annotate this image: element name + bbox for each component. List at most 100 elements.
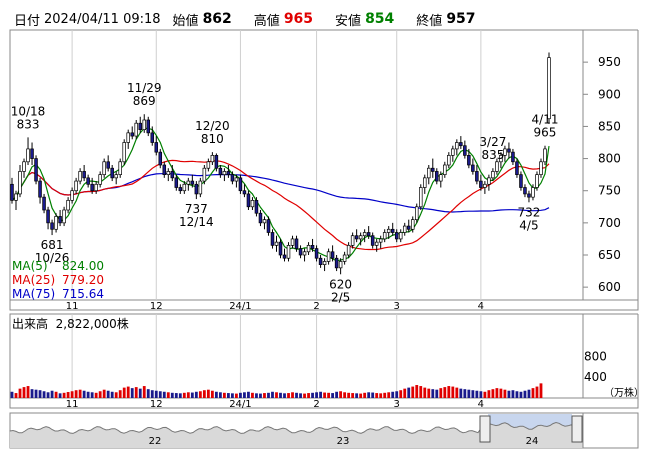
grid-lines — [71, 30, 482, 398]
volume-bar — [267, 392, 270, 398]
candle — [246, 190, 251, 210]
volume-bar — [198, 391, 202, 398]
y-tick-label: 850 — [598, 119, 621, 133]
volume-bar — [407, 387, 411, 398]
candle — [487, 174, 491, 191]
candle-body — [543, 148, 547, 163]
candle — [74, 177, 78, 194]
candle-body — [282, 254, 287, 259]
volume-bar — [503, 389, 507, 398]
volume-bar — [471, 390, 475, 398]
x-tick-label-vol: 24/1 — [229, 399, 251, 410]
volume-bar — [351, 393, 355, 398]
candle-body — [346, 245, 351, 256]
volume-bar — [451, 386, 455, 398]
volume-bar — [138, 388, 142, 398]
candle-body — [126, 132, 130, 143]
close-value: 957 — [446, 11, 476, 27]
candle-body — [22, 161, 26, 172]
volume-bar — [50, 390, 54, 398]
candle — [495, 158, 499, 175]
navigator[interactable]: 22 23 24 — [9, 412, 639, 449]
ma25-line — [11, 159, 550, 251]
candle — [499, 152, 503, 169]
volume-bar — [26, 386, 30, 398]
candle-body — [354, 235, 359, 240]
candle — [238, 174, 243, 194]
candle-body — [366, 232, 371, 237]
x-tick-label-vol: 11 — [66, 399, 79, 410]
candle-body — [398, 232, 403, 240]
candle — [543, 145, 547, 165]
navigator-left-handle[interactable] — [479, 415, 491, 443]
candle — [471, 158, 475, 175]
candle-body — [74, 180, 78, 192]
candle — [290, 235, 295, 249]
volume-bar — [303, 393, 306, 398]
volume-bar — [439, 388, 443, 398]
candle-body — [130, 132, 134, 137]
high-value: 965 — [283, 11, 314, 27]
candle — [66, 197, 70, 214]
candle-body — [511, 151, 515, 163]
candle — [166, 168, 171, 182]
candle — [410, 216, 415, 233]
candle — [18, 165, 22, 198]
candle — [14, 190, 18, 210]
volume-bar — [22, 387, 26, 398]
annotation-date: 11/29 — [127, 81, 162, 95]
candle-body — [390, 228, 395, 233]
candle — [306, 242, 311, 255]
volume-bar — [210, 390, 214, 398]
annotation-price: 835 — [481, 148, 504, 162]
candle — [218, 165, 223, 178]
volume-bar — [399, 390, 403, 398]
candle — [354, 229, 359, 243]
candle-body — [142, 119, 146, 130]
candle-body — [202, 167, 207, 182]
volume-bar — [142, 386, 146, 398]
candle-body — [298, 248, 303, 256]
datetime-value: 2024/04/11 09:18 — [44, 11, 161, 27]
ma-legend-item: MA(25) 779.20 — [12, 273, 104, 287]
candle-body — [174, 177, 179, 188]
close-label: 終値 — [416, 13, 443, 29]
open-value: 862 — [202, 11, 232, 27]
volume-bar — [311, 392, 314, 398]
candle — [398, 229, 403, 243]
navigator-side — [582, 412, 639, 449]
candle — [447, 152, 451, 169]
candle — [491, 168, 495, 182]
volume-bar — [54, 391, 58, 398]
candle-body — [290, 238, 295, 246]
candle — [539, 158, 543, 178]
navigator-right-handle[interactable] — [571, 415, 583, 443]
candle — [94, 181, 98, 194]
volume-bar — [507, 390, 511, 398]
volume-bar — [227, 393, 230, 398]
volume-bar — [479, 391, 483, 398]
volume-bar — [435, 389, 439, 398]
candle-body — [370, 235, 375, 246]
volume-bar — [315, 392, 318, 398]
candle-body — [54, 216, 58, 230]
volume-bar — [255, 393, 258, 398]
volume-bar — [295, 392, 298, 398]
volume-bar — [102, 389, 106, 398]
volume-bar — [387, 392, 391, 398]
candle-body — [66, 200, 70, 211]
volume-bar — [202, 390, 206, 398]
candle-body — [230, 174, 235, 182]
volume-bar — [335, 391, 339, 398]
candle-body — [306, 245, 311, 253]
navigator-year-label: 24 — [526, 436, 539, 447]
volume-bar — [415, 385, 419, 398]
candle-body — [350, 235, 355, 246]
volume-bar — [339, 391, 343, 398]
volume-bar — [70, 391, 74, 398]
candle-body — [523, 187, 527, 195]
candle-body — [463, 145, 467, 156]
candle — [262, 216, 267, 230]
candle-body — [138, 122, 142, 130]
